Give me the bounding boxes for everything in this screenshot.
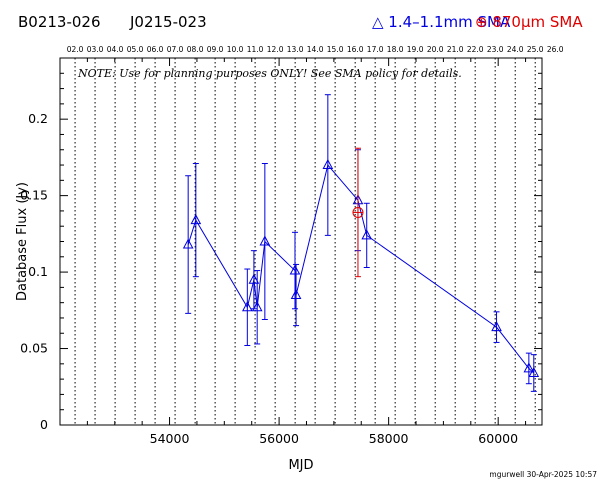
ut-label: 04.0 — [107, 45, 124, 54]
source-name-2: J0215-023 — [130, 13, 207, 31]
ut-label: 15.0 — [327, 45, 344, 54]
ut-label: 22.0 — [467, 45, 484, 54]
x-tick-label: 54000 — [150, 431, 190, 446]
data-point — [523, 362, 535, 373]
y-tick-label: 0.2 — [28, 111, 48, 126]
ut-label: 23.0 — [487, 45, 504, 54]
legend-blue: △ 1.4–1.1mm SMA — [372, 13, 511, 31]
data-point — [248, 273, 260, 284]
legend-red: ⊕ 870μm SMA — [475, 13, 583, 31]
ut-label: 16.0 — [347, 45, 364, 54]
series-line — [187, 163, 535, 374]
ut-label: 11.0 — [247, 45, 264, 54]
source-name-1: B0213-026 — [18, 13, 101, 31]
ut-label: 07.0 — [167, 45, 184, 54]
ut-label: 24.0 — [507, 45, 524, 54]
y-tick-label: 0.1 — [28, 264, 48, 279]
ut-label: 05.0 — [127, 45, 144, 54]
x-axis-ticks: 54000 56000 58000 60000 — [86, 58, 527, 446]
data-point — [290, 288, 302, 300]
ut-label: 02.0 — [67, 45, 84, 54]
ut-label: 26.0 — [547, 45, 564, 54]
ut-label: 19.0 — [407, 45, 424, 54]
data-point — [361, 229, 373, 240]
planning-note: NOTE: Use for planning purposes ONLY! Se… — [77, 67, 462, 80]
ut-label: 14.0 — [307, 45, 324, 54]
data-point — [190, 214, 202, 225]
data-series — [182, 94, 540, 392]
y-axis-label: Database Flux (Jy) — [15, 182, 30, 301]
ut-label: 20.0 — [427, 45, 444, 54]
footer-credit: mgurwell 30-Apr-2025 10:57 — [489, 470, 597, 479]
x-tick-label: 58000 — [369, 431, 409, 446]
ut-label: 25.0 — [527, 45, 544, 54]
x-tick-label: 60000 — [478, 431, 518, 446]
data-point — [491, 321, 502, 332]
data-point — [182, 238, 194, 249]
y-axis-ticks: 0 0.05 0.1 0.15 0.2 — [20, 72, 542, 432]
data-point — [289, 264, 301, 275]
y-tick-label: 0.05 — [20, 341, 48, 356]
ut-label: 09.0 — [207, 45, 224, 54]
series-blue — [182, 94, 540, 392]
ut-label: 17.0 — [367, 45, 384, 54]
ut-label: 06.0 — [147, 45, 164, 54]
plot-frame — [59, 57, 543, 426]
data-point — [251, 301, 263, 312]
data-point — [241, 301, 253, 312]
ut-label: 12.0 — [267, 45, 284, 54]
ut-label: 08.0 — [187, 45, 204, 54]
data-point — [528, 366, 540, 378]
x-tick-label: 56000 — [259, 431, 299, 446]
ut-label: 21.0 — [447, 45, 464, 54]
ut-date-labels: 02.0 03.0 04.0 05.0 06.0 07.0 08.0 09.0 10.0 11.0… — [67, 45, 564, 54]
y-tick-label: 0 — [40, 417, 48, 432]
data-point — [259, 235, 271, 246]
ut-label: 13.0 — [287, 45, 304, 54]
data-point — [322, 158, 334, 170]
ut-label: 18.0 — [387, 45, 404, 54]
x-axis-label: MJD — [288, 458, 313, 473]
ut-gridlines — [74, 58, 536, 425]
ut-label: 03.0 — [87, 45, 104, 54]
ut-label: 10.0 — [227, 45, 244, 54]
y-tick-label: 0.15 — [20, 188, 48, 203]
series-red — [352, 147, 364, 278]
